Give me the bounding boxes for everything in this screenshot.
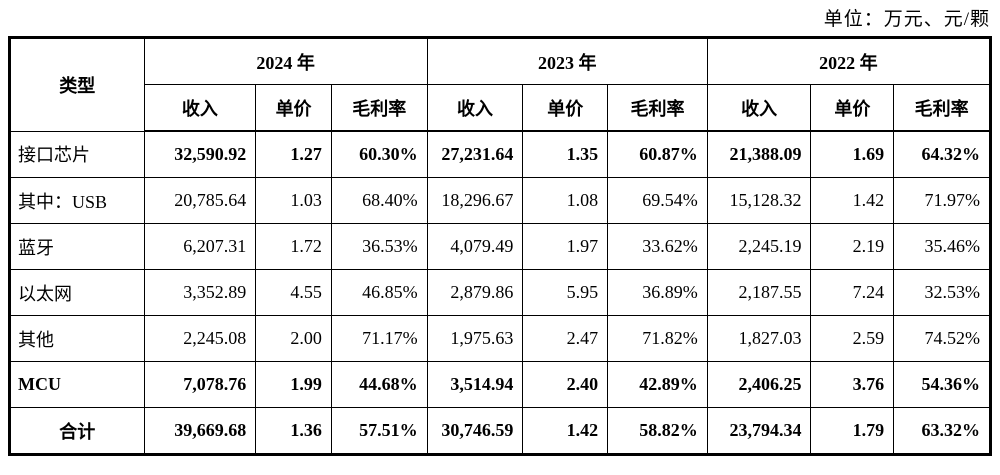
metric-header: 毛利率	[893, 84, 991, 132]
metric-header: 单价	[810, 84, 895, 132]
cell-gross-margin: 69.54%	[607, 177, 708, 224]
table-row: 蓝牙 6,207.31 1.72 36.53% 4,079.49 1.97 33.62% 2,…	[9, 223, 991, 270]
year-header: 2023 年	[426, 37, 708, 85]
cell-gross-margin: 35.46%	[893, 223, 991, 270]
cell-revenue: 32,590.92	[143, 130, 257, 178]
cell-unit-price: 4.55	[255, 269, 332, 316]
row-label: 以太网	[9, 269, 145, 316]
cell-gross-margin: 32.53%	[893, 269, 991, 316]
cell-revenue: 2,245.19	[706, 223, 812, 270]
cell-unit-price: 1.69	[810, 130, 895, 178]
cell-revenue: 2,406.25	[706, 361, 812, 408]
cell-gross-margin: 46.85%	[330, 269, 428, 316]
cell-unit-price: 1.99	[255, 361, 332, 408]
table-row: MCU 7,078.76 1.99 44.68% 3,514.94 2.40 42.89% 2…	[9, 361, 991, 408]
cell-unit-price: 7.24	[810, 269, 895, 316]
cell-revenue: 6,207.31	[143, 223, 257, 270]
table-row: 接口芯片 32,590.92 1.27 60.30% 27,231.64 1.35 60.8…	[9, 130, 991, 178]
cell-unit-price: 2.00	[255, 315, 332, 362]
header-row-metrics: 收入 单价 毛利率 收入 单价 毛利率 收入 单价 毛利率	[10, 84, 991, 132]
column-header-type: 类型	[9, 37, 145, 132]
unit-note: 单位：万元、元/颗	[823, 9, 990, 30]
row-label: 合计	[9, 407, 145, 455]
cell-gross-margin: 68.40%	[330, 177, 428, 224]
cell-revenue: 7,078.76	[143, 361, 257, 408]
cell-gross-margin: 58.82%	[607, 407, 708, 455]
cell-unit-price: 1.03	[255, 177, 332, 224]
cell-gross-margin: 42.89%	[607, 361, 708, 408]
cell-revenue: 20,785.64	[143, 177, 257, 224]
cell-unit-price: 1.35	[522, 130, 609, 178]
table-row: 其中：USB 20,785.64 1.03 68.40% 18,296.67 1.08 69…	[9, 177, 991, 224]
table-row: 其他 2,245.08 2.00 71.17% 1,975.63 2.47 71.82% 1,…	[9, 315, 991, 362]
cell-gross-margin: 74.52%	[893, 315, 991, 362]
cell-gross-margin: 60.87%	[607, 130, 708, 178]
metric-header: 收入	[143, 84, 257, 132]
cell-revenue: 21,388.09	[706, 130, 812, 178]
header-row-years: 类型 2024 年 2023 年 2022 年	[9, 37, 992, 132]
cell-revenue: 1,975.63	[426, 315, 524, 362]
cell-revenue: 15,128.32	[706, 177, 812, 224]
cell-revenue: 18,296.67	[426, 177, 524, 224]
cell-gross-margin: 36.89%	[607, 269, 708, 316]
row-label: 其他	[9, 315, 145, 362]
metric-header: 毛利率	[330, 84, 428, 132]
cell-revenue: 2,879.86	[426, 269, 524, 316]
cell-revenue: 2,187.55	[706, 269, 812, 316]
table-body: 接口芯片 32,590.92 1.27 60.30% 27,231.64 1.35 60.8…	[9, 130, 991, 455]
table-row: 合计 39,669.68 1.36 57.51% 30,746.59 1.42 58.82%…	[9, 407, 991, 455]
metric-header: 单价	[522, 84, 609, 132]
row-label: 其中：USB	[9, 177, 145, 224]
cell-unit-price: 1.27	[255, 130, 332, 178]
cell-unit-price: 5.95	[522, 269, 609, 316]
table-header: 类型 2024 年 2023 年 2022 年 收入 单价 毛利率 收入 单价 毛利率 收入 单价…	[9, 37, 992, 132]
row-label: 接口芯片	[9, 130, 145, 178]
row-label: MCU	[9, 361, 145, 408]
cell-unit-price: 1.36	[255, 407, 332, 455]
cell-gross-margin: 54.36%	[893, 361, 991, 408]
metric-header: 单价	[255, 84, 332, 132]
metric-header: 毛利率	[607, 84, 708, 132]
cell-revenue: 27,231.64	[426, 130, 524, 178]
cell-gross-margin: 36.53%	[330, 223, 428, 270]
cell-revenue: 3,352.89	[143, 269, 257, 316]
cell-gross-margin: 33.62%	[607, 223, 708, 270]
cell-gross-margin: 71.97%	[893, 177, 991, 224]
cell-unit-price: 1.97	[522, 223, 609, 270]
cell-gross-margin: 60.30%	[330, 130, 428, 178]
financial-table: 类型 2024 年 2023 年 2022 年 收入 单价 毛利率 收入 单价 毛利率 收入 单价…	[8, 36, 992, 456]
cell-gross-margin: 63.32%	[893, 407, 991, 455]
table-row: 以太网 3,352.89 4.55 46.85% 2,879.86 5.95 36.89% 2…	[9, 269, 991, 316]
cell-revenue: 23,794.34	[706, 407, 812, 455]
cell-gross-margin: 57.51%	[330, 407, 428, 455]
cell-unit-price: 1.72	[255, 223, 332, 270]
cell-revenue: 4,079.49	[426, 223, 524, 270]
cell-unit-price: 1.08	[522, 177, 609, 224]
year-header: 2024 年	[143, 37, 428, 85]
year-header: 2022 年	[706, 37, 992, 85]
cell-revenue: 3,514.94	[426, 361, 524, 408]
cell-gross-margin: 71.82%	[607, 315, 708, 362]
cell-unit-price: 1.42	[810, 177, 895, 224]
cell-unit-price: 2.40	[522, 361, 609, 408]
cell-unit-price: 1.42	[522, 407, 609, 455]
cell-gross-margin: 44.68%	[330, 361, 428, 408]
cell-unit-price: 3.76	[810, 361, 895, 408]
row-label: 蓝牙	[9, 223, 145, 270]
cell-revenue: 30,746.59	[426, 407, 524, 455]
metric-header: 收入	[426, 84, 524, 132]
metric-header: 收入	[706, 84, 812, 132]
cell-revenue: 39,669.68	[143, 407, 257, 455]
cell-unit-price: 2.47	[522, 315, 609, 362]
cell-revenue: 1,827.03	[706, 315, 812, 362]
cell-gross-margin: 71.17%	[330, 315, 428, 362]
cell-revenue: 2,245.08	[143, 315, 257, 362]
cell-gross-margin: 64.32%	[893, 130, 991, 178]
cell-unit-price: 1.79	[810, 407, 895, 455]
cell-unit-price: 2.19	[810, 223, 895, 270]
cell-unit-price: 2.59	[810, 315, 895, 362]
